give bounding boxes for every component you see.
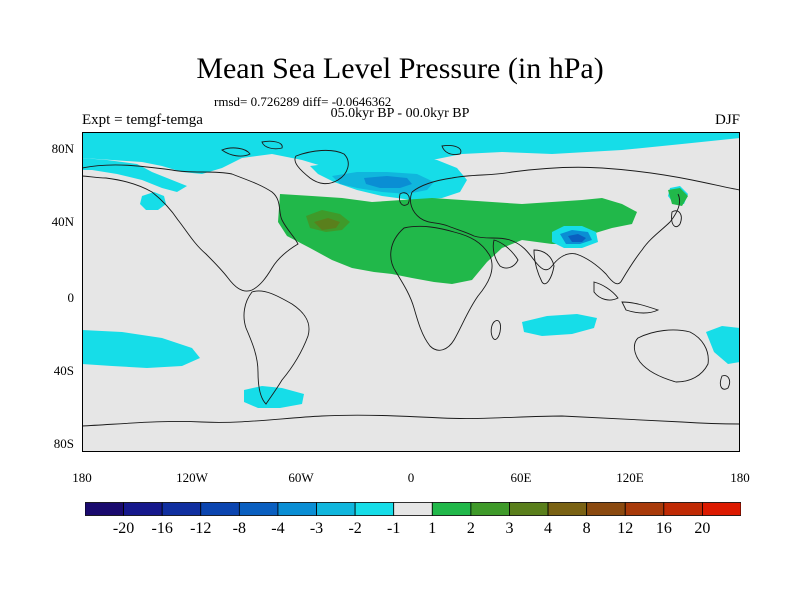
lon-label-0: 0 <box>407 470 415 485</box>
map-plot <box>82 132 740 452</box>
anomaly-positive-east-asia <box>668 188 688 206</box>
anomaly-tibet-core <box>568 234 586 242</box>
colorbar-tick-label: 2 <box>466 520 475 537</box>
colorbar-box <box>586 502 626 516</box>
experiment-label: Expt = temgf-temga <box>82 112 203 128</box>
stats-annotation: rmsd= 0.726289 diff= -0.0646362 <box>214 94 392 109</box>
colorbar-box <box>431 502 472 516</box>
colorbar-box <box>354 502 395 516</box>
colorbar-tick-label: 4 <box>544 520 553 537</box>
colorbar-box <box>470 502 510 516</box>
anomaly-indian-ocean <box>522 314 597 336</box>
colorbar-box <box>316 502 356 516</box>
colorbar-tick-label: 1 <box>428 520 437 537</box>
colorbar-tick-label: -3 <box>309 520 324 537</box>
colorbar-tick-label: 3 <box>505 520 514 537</box>
colorbar-tick-label: 8 <box>582 520 591 537</box>
colorbar-box <box>200 502 240 516</box>
colorbar-box <box>161 502 202 516</box>
plot-title: Mean Sea Level Pressure (in hPa) <box>196 52 604 85</box>
colorbar-tick-label: -4 <box>271 520 285 537</box>
colorbar-box <box>663 502 703 516</box>
colorbar-tick-label: -2 <box>348 520 362 537</box>
colorbar-tick-label: 16 <box>655 520 672 537</box>
lon-label-60e: 60E <box>510 470 532 485</box>
lat-label-0: 0 <box>67 290 75 305</box>
lat-label-40n: 40N <box>51 214 74 229</box>
colorbar-tick-label: -16 <box>151 520 173 537</box>
colorbar-tick-label: 20 <box>694 520 711 537</box>
lon-label-120e: 120E <box>616 470 644 485</box>
colorbar-box <box>624 502 665 516</box>
colorbar-tick-label: -12 <box>190 520 212 537</box>
colorbar-tick-label: 12 <box>617 520 634 537</box>
anomaly-australia-east <box>706 326 740 364</box>
colorbar-box <box>123 502 163 516</box>
anomaly-south-pacific <box>82 330 200 368</box>
colorbar-tick-label: -20 <box>112 520 135 537</box>
anomaly-arctic-band <box>82 132 740 176</box>
colorbar-tick-label: -8 <box>232 520 246 537</box>
lon-label-180w: 180 <box>72 470 92 485</box>
anomaly-positive-band <box>278 194 637 284</box>
anomaly-south-america-tip <box>244 386 304 408</box>
anomaly-north-atlantic-core <box>364 176 412 188</box>
lon-label-60w: 60W <box>288 470 314 485</box>
anomaly-positive-center <box>314 218 340 230</box>
season-label: DJF <box>714 112 740 128</box>
colorbar-tick-label: -1 <box>387 520 401 537</box>
colorbar-box <box>393 502 433 516</box>
colorbar-box <box>85 502 124 516</box>
colorbar-box <box>702 502 741 516</box>
colorbar-box <box>238 502 279 516</box>
coastlines <box>82 140 740 427</box>
anomaly-arctic-west <box>82 158 187 192</box>
lat-label-80s: 80S <box>53 436 74 451</box>
lon-label-180e: 180 <box>730 470 750 485</box>
anomaly-pacific-small <box>140 192 166 210</box>
colorbar <box>85 502 741 516</box>
lat-label-80n: 80N <box>51 141 74 156</box>
colorbar-box <box>547 502 588 516</box>
map-frame <box>82 132 740 452</box>
colorbar-box <box>509 502 549 516</box>
period-subtitle: 05.0kyr BP - 00.0kyr BP <box>330 106 470 121</box>
colorbar-box <box>277 502 317 516</box>
lat-label-40s: 40S <box>53 363 74 378</box>
lon-label-120w: 120W <box>176 470 208 485</box>
